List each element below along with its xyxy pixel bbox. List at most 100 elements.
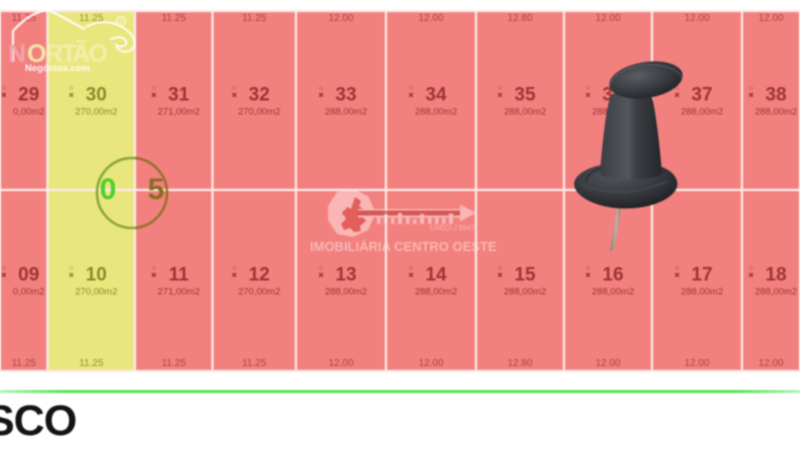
svg-text:⌂: ⌂ — [675, 265, 679, 272]
svg-text:✖: ✖ — [408, 273, 414, 280]
svg-text:✖: ✖ — [231, 93, 237, 100]
svg-text:⌂: ⌂ — [319, 265, 323, 272]
svg-text:288,00m2: 288,00m2 — [415, 107, 457, 118]
svg-text:IMOBILIÁRIA CENTRO OESTE: IMOBILIÁRIA CENTRO OESTE — [310, 239, 497, 254]
svg-text:12.00: 12.00 — [758, 358, 783, 369]
svg-text:✖: ✖ — [68, 93, 74, 100]
svg-text:✖: ✖ — [585, 273, 591, 280]
svg-text:11: 11 — [169, 265, 190, 286]
svg-text:⌂: ⌂ — [152, 265, 156, 272]
svg-text:270,00m2: 270,00m2 — [75, 287, 117, 298]
svg-text:288,00m2: 288,00m2 — [415, 287, 457, 298]
svg-text:11.25: 11.25 — [162, 13, 187, 24]
svg-text:35: 35 — [514, 85, 536, 106]
svg-text:⌂: ⌂ — [232, 265, 236, 272]
svg-text:12.00: 12.00 — [684, 13, 709, 24]
svg-text:⌂: ⌂ — [749, 85, 753, 92]
svg-text:288,00m2: 288,00m2 — [504, 287, 546, 298]
svg-text:✖: ✖ — [497, 273, 503, 280]
svg-text:⌂: ⌂ — [498, 265, 502, 272]
svg-text:®: ® — [119, 19, 124, 26]
svg-text:271,00m2: 271,00m2 — [158, 287, 200, 298]
svg-text:✖: ✖ — [497, 93, 503, 100]
svg-text:11.25: 11.25 — [79, 358, 104, 369]
svg-text:✖: ✖ — [151, 273, 157, 280]
svg-text:⌂: ⌂ — [319, 85, 323, 92]
svg-text:11.25: 11.25 — [12, 358, 37, 369]
svg-text:288,00m2: 288,00m2 — [504, 107, 546, 118]
svg-text:12.80: 12.80 — [507, 358, 532, 369]
svg-text:12.00: 12.00 — [595, 358, 620, 369]
svg-text:✖: ✖ — [585, 93, 591, 100]
svg-text:12: 12 — [249, 265, 270, 286]
svg-text:31: 31 — [168, 85, 190, 106]
svg-text:N: N — [8, 40, 25, 68]
svg-text:⌂: ⌂ — [409, 85, 413, 92]
svg-text:11.25: 11.25 — [162, 358, 187, 369]
svg-text:⌂: ⌂ — [586, 265, 590, 272]
svg-text:0: 0 — [100, 173, 117, 206]
svg-text:Negócios.com: Negócios.com — [25, 63, 90, 74]
svg-text:13: 13 — [335, 265, 356, 286]
svg-text:11.25: 11.25 — [242, 13, 267, 24]
svg-text:⌂: ⌂ — [69, 265, 73, 272]
svg-text:✖: ✖ — [68, 273, 74, 280]
svg-text:288,00m2: 288,00m2 — [755, 287, 797, 298]
svg-text:15: 15 — [514, 265, 536, 286]
svg-text:37: 37 — [691, 85, 712, 106]
svg-text:12.00: 12.00 — [595, 13, 620, 24]
svg-text:0,00m2: 0,00m2 — [13, 107, 45, 118]
svg-text:12.00: 12.00 — [418, 13, 443, 24]
svg-text:⌂: ⌂ — [2, 265, 6, 272]
svg-text:✖: ✖ — [674, 273, 680, 280]
svg-text:✖: ✖ — [151, 93, 157, 100]
svg-text:270,00m2: 270,00m2 — [238, 107, 280, 118]
svg-text:0,00m2: 0,00m2 — [13, 287, 45, 298]
svg-text:⌂: ⌂ — [2, 85, 6, 92]
svg-text:11.25: 11.25 — [242, 358, 267, 369]
svg-text:09: 09 — [18, 265, 39, 286]
svg-text:288,00m2: 288,00m2 — [592, 287, 634, 298]
svg-text:✖: ✖ — [748, 273, 754, 280]
svg-text:17: 17 — [691, 265, 712, 286]
svg-text:34: 34 — [425, 85, 447, 106]
svg-text:⌂: ⌂ — [586, 85, 590, 92]
svg-text:⌂: ⌂ — [749, 265, 753, 272]
svg-text:12.00: 12.00 — [684, 358, 709, 369]
svg-text:⌂: ⌂ — [232, 85, 236, 92]
svg-text:14: 14 — [425, 265, 447, 286]
svg-text:288,00m2: 288,00m2 — [325, 287, 367, 298]
svg-text:10: 10 — [86, 265, 107, 286]
svg-text:32: 32 — [249, 85, 270, 106]
svg-text:16: 16 — [602, 265, 623, 286]
svg-text:12.00: 12.00 — [328, 358, 353, 369]
svg-text:33: 33 — [335, 85, 356, 106]
svg-text:✖: ✖ — [318, 93, 324, 100]
svg-text:288,00m2: 288,00m2 — [325, 107, 367, 118]
svg-text:✖: ✖ — [231, 273, 237, 280]
svg-text:12.80: 12.80 — [507, 13, 532, 24]
svg-text:✖: ✖ — [674, 93, 680, 100]
svg-text:30: 30 — [86, 85, 107, 106]
svg-text:12.00: 12.00 — [328, 13, 353, 24]
svg-text:⌂: ⌂ — [152, 85, 156, 92]
svg-text:✖: ✖ — [318, 273, 324, 280]
svg-text:⌂: ⌂ — [409, 265, 413, 272]
svg-text:18: 18 — [765, 265, 786, 286]
svg-text:✖: ✖ — [748, 93, 754, 100]
svg-text:38: 38 — [765, 85, 786, 106]
svg-text:✖: ✖ — [408, 93, 414, 100]
svg-text:288,00m2: 288,00m2 — [681, 107, 723, 118]
svg-text:5: 5 — [148, 173, 165, 206]
svg-text:12.00: 12.00 — [758, 13, 783, 24]
svg-text:288,00m2: 288,00m2 — [755, 107, 797, 118]
svg-text:✖: ✖ — [1, 273, 7, 280]
svg-text:288,00m2: 288,00m2 — [681, 287, 723, 298]
svg-text:270,00m2: 270,00m2 — [75, 107, 117, 118]
svg-text:270,00m2: 270,00m2 — [238, 287, 280, 298]
svg-text:⌂: ⌂ — [498, 85, 502, 92]
svg-text:12.00: 12.00 — [418, 358, 443, 369]
svg-text:CRECI J 8547: CRECI J 8547 — [430, 225, 475, 232]
svg-text:271,00m2: 271,00m2 — [158, 107, 200, 118]
svg-text:29: 29 — [18, 85, 39, 106]
